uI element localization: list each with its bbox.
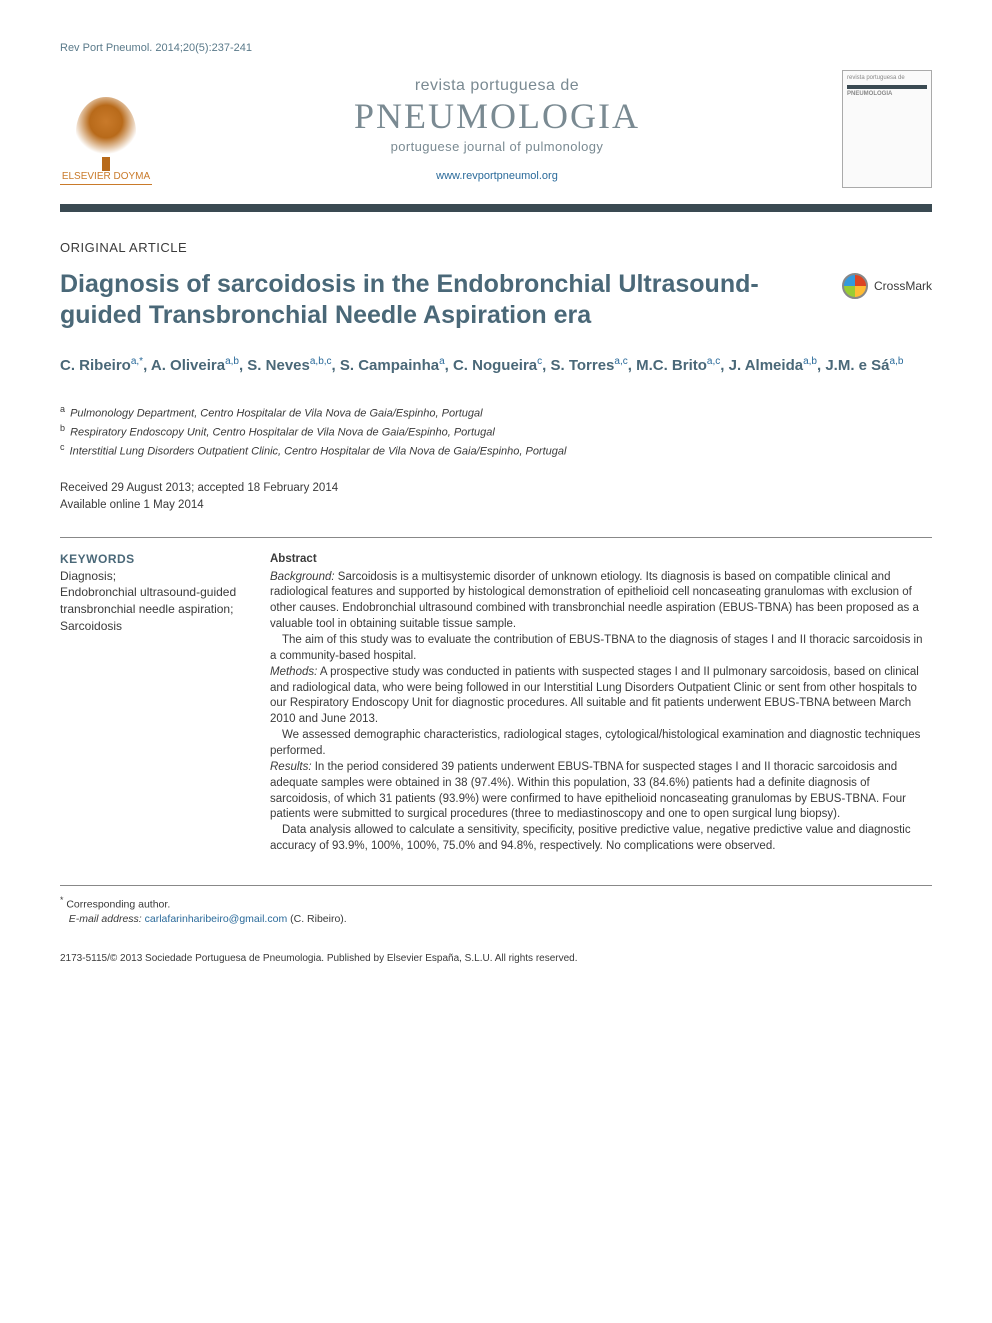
crossmark-badge[interactable]: CrossMark bbox=[842, 273, 932, 299]
abstract-methods: Methods: A prospective study was conduct… bbox=[270, 665, 932, 728]
abstract-methods2: We assessed demographic characteristics,… bbox=[270, 728, 932, 760]
title-row: Diagnosis of sarcoidosis in the Endobron… bbox=[60, 269, 932, 332]
authors-list: C. Ribeiroa,*, A. Oliveiraa,b, S. Nevesa… bbox=[60, 354, 932, 378]
journal-name: PNEUMOLOGIA bbox=[172, 95, 822, 137]
article-title: Diagnosis of sarcoidosis in the Endobron… bbox=[60, 269, 822, 332]
abstract-results: Results: In the period considered 39 pat… bbox=[270, 760, 932, 823]
corresponding-author: * Corresponding author. E-mail address: … bbox=[60, 894, 932, 927]
copyright-line: 2173-5115/© 2013 Sociedade Portuguesa de… bbox=[60, 953, 932, 964]
abstract-results2: Data analysis allowed to calculate a sen… bbox=[270, 823, 932, 855]
article-type-label: ORIGINAL ARTICLE bbox=[60, 240, 932, 255]
elsevier-tree-icon bbox=[76, 97, 136, 167]
abstract-background: Background: Sarcoidosis is a multisystem… bbox=[270, 570, 932, 633]
elsevier-logo: ELSEVIER DOYMA bbox=[60, 73, 152, 185]
journal-subtitle-top: revista portuguesa de bbox=[172, 77, 822, 95]
cover-thumbnail: revista portuguesa de PNEUMOLOGIA bbox=[842, 70, 932, 188]
journal-header: ELSEVIER DOYMA revista portuguesa de PNE… bbox=[60, 70, 932, 196]
corresponding-email[interactable]: carlafarinharibeiro@gmail.com bbox=[145, 913, 288, 925]
methods-label: Methods: bbox=[270, 666, 317, 678]
online-date: Available online 1 May 2014 bbox=[60, 497, 932, 513]
keywords-list: Diagnosis;Endobronchial ultrasound-guide… bbox=[60, 568, 240, 635]
cover-title: PNEUMOLOGIA bbox=[847, 91, 927, 99]
received-accepted-date: Received 29 August 2013; accepted 18 Feb… bbox=[60, 480, 932, 496]
header-divider-bar bbox=[60, 204, 932, 212]
corresponding-label: Corresponding author. bbox=[66, 898, 170, 910]
cover-subtitle: revista portuguesa de bbox=[847, 75, 927, 83]
background-text: Sarcoidosis is a multisystemic disorder … bbox=[270, 571, 919, 631]
footer-section: * Corresponding author. E-mail address: … bbox=[60, 885, 932, 964]
abstract-heading: Abstract bbox=[270, 552, 932, 568]
publisher-name: ELSEVIER DOYMA bbox=[62, 171, 150, 182]
methods-text: A prospective study was conducted in pat… bbox=[270, 666, 919, 726]
journal-masthead: revista portuguesa de PNEUMOLOGIA portug… bbox=[172, 77, 822, 182]
journal-url[interactable]: www.revportpneumol.org bbox=[172, 170, 822, 182]
results-text: In the period considered 39 patients und… bbox=[270, 761, 906, 821]
crossmark-label: CrossMark bbox=[874, 279, 932, 293]
article-dates: Received 29 August 2013; accepted 18 Feb… bbox=[60, 480, 932, 512]
keywords-box: KEYWORDS Diagnosis;Endobronchial ultraso… bbox=[60, 552, 240, 855]
results-label: Results: bbox=[270, 761, 312, 773]
journal-subtitle-bottom: portuguese journal of pulmonology bbox=[172, 139, 822, 154]
crossmark-icon bbox=[842, 273, 868, 299]
affiliations: a Pulmonology Department, Centro Hospita… bbox=[60, 403, 932, 460]
citation-reference: Rev Port Pneumol. 2014;20(5):237-241 bbox=[60, 42, 932, 54]
abstract-section: KEYWORDS Diagnosis;Endobronchial ultraso… bbox=[60, 537, 932, 855]
background-label: Background: bbox=[270, 571, 335, 583]
email-label: E-mail address: bbox=[69, 913, 142, 925]
email-author: (C. Ribeiro). bbox=[290, 913, 347, 925]
abstract-body: Abstract Background: Sarcoidosis is a mu… bbox=[270, 552, 932, 855]
keywords-heading: KEYWORDS bbox=[60, 552, 240, 566]
cover-bar bbox=[847, 85, 927, 89]
abstract-aim: The aim of this study was to evaluate th… bbox=[270, 633, 932, 665]
